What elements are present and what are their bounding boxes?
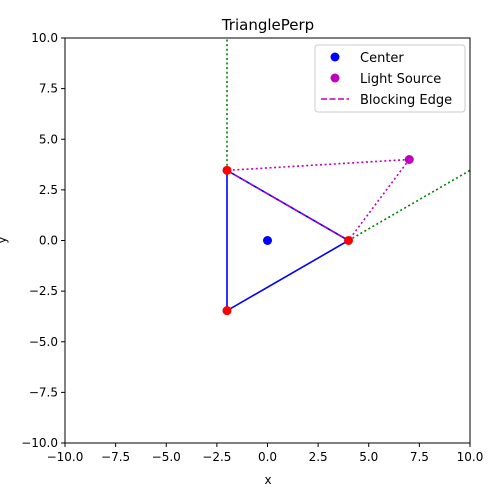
y-axis-ticks: −10.0 −7.5 −5.0 −2.5 0.0 2.5 5.0 7.5 10.0 xyxy=(21,31,65,450)
blocking-edge xyxy=(226,169,349,242)
legend-label-2: Light Source xyxy=(360,72,441,87)
legend-label-3: Blocking Edge xyxy=(360,93,452,108)
chart-marks xyxy=(222,38,471,316)
chart-title: TrianglePerp xyxy=(221,16,314,34)
x-tick-label: 7.5 xyxy=(410,450,429,464)
x-tick-label: −2.5 xyxy=(202,450,231,464)
x-axis-label: x xyxy=(264,473,271,487)
y-tick-label: 2.5 xyxy=(39,183,58,197)
y-tick-label: 7.5 xyxy=(39,82,58,96)
x-axis-ticks: −10.0 −7.5 −5.0 −2.5 0.0 2.5 5.0 7.5 10.0 xyxy=(47,443,484,464)
legend-marker-2 xyxy=(330,73,340,83)
x-tick-label: 5.0 xyxy=(359,450,378,464)
y-tick-label: 10.0 xyxy=(31,31,58,45)
x-tick-label: 0.0 xyxy=(258,450,277,464)
light-source-point xyxy=(404,155,414,164)
vertex-point-3 xyxy=(222,306,232,316)
y-tick-label: −2.5 xyxy=(29,284,58,298)
y-tick-label: −5.0 xyxy=(29,335,58,349)
center-point xyxy=(263,236,272,245)
light-ray-1 xyxy=(226,158,410,172)
perpendicular-line-2 xyxy=(348,169,471,242)
legend-items: Center Light Source Blocking Edge xyxy=(321,51,452,108)
x-tick-label: 2.5 xyxy=(309,450,328,464)
legend-label-1: Center xyxy=(360,51,404,66)
x-tick-label: −5.0 xyxy=(152,450,181,464)
vertex-point-2 xyxy=(222,165,232,175)
x-tick-label: 10.0 xyxy=(457,450,484,464)
y-tick-label: 0.0 xyxy=(39,234,58,248)
light-ray-2 xyxy=(347,159,410,241)
legend-marker-1 xyxy=(330,52,340,62)
legend: Center Light Source Blocking Edge xyxy=(314,44,466,113)
x-tick-label: −7.5 xyxy=(101,450,130,464)
legend-box xyxy=(314,44,466,113)
y-axis-label: y xyxy=(0,236,9,243)
y-tick-label: 5.0 xyxy=(39,132,58,146)
y-tick-label: −7.5 xyxy=(29,385,58,399)
x-tick-label: −10.0 xyxy=(47,450,84,464)
vertex-point-1 xyxy=(344,236,353,245)
y-tick-label: −10.0 xyxy=(21,436,58,450)
